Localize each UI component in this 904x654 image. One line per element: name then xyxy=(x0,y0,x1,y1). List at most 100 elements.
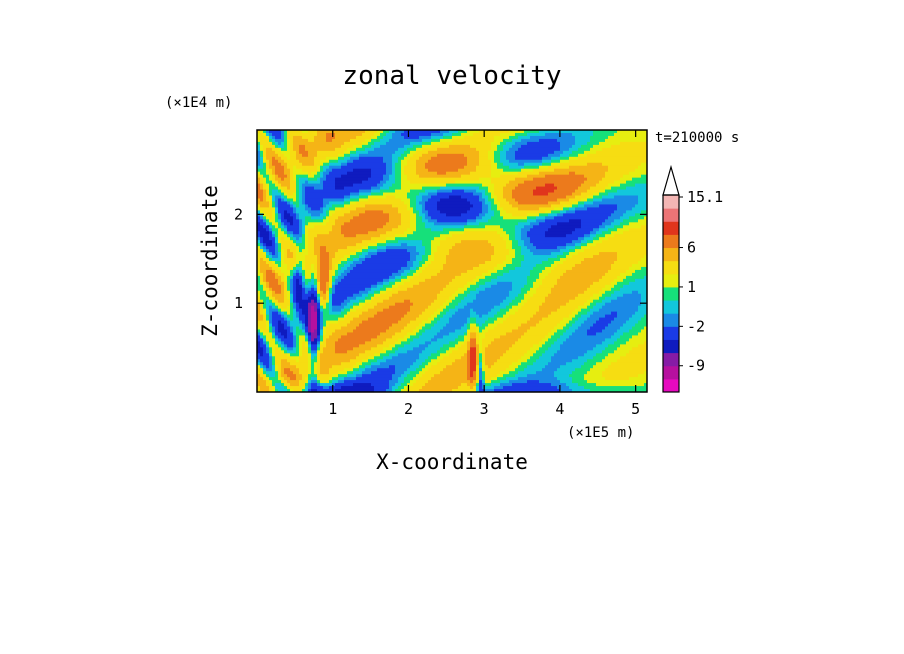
field-cell xyxy=(278,159,282,164)
field-cell xyxy=(389,132,393,137)
field-cell xyxy=(275,299,279,304)
field-cell xyxy=(368,180,372,185)
field-cell xyxy=(311,261,315,265)
field-cell xyxy=(332,210,336,214)
field-cell xyxy=(362,168,366,173)
field-cell xyxy=(287,281,291,286)
field-cell xyxy=(305,269,309,274)
field-cell xyxy=(383,195,387,200)
field-cell xyxy=(257,246,261,250)
field-cell xyxy=(326,204,330,209)
field-cell xyxy=(344,389,348,392)
field-cell xyxy=(260,198,264,203)
field-cell xyxy=(323,222,327,226)
field-cell xyxy=(275,323,279,328)
field-cell xyxy=(257,240,261,244)
field-cell xyxy=(299,284,303,289)
field-cell xyxy=(317,249,321,253)
field-cell xyxy=(311,329,315,334)
field-cell xyxy=(368,141,372,146)
field-cell xyxy=(377,305,381,310)
field-cell xyxy=(293,335,297,340)
field-cell xyxy=(305,293,309,298)
field-cell xyxy=(323,177,327,182)
field-cell xyxy=(380,278,384,283)
field-cell xyxy=(263,350,267,354)
field-cell xyxy=(281,219,285,223)
field-cell xyxy=(398,353,402,357)
field-cell xyxy=(284,130,288,134)
field-cell xyxy=(395,314,399,319)
field-cell xyxy=(368,213,372,217)
field-cell xyxy=(293,311,297,316)
field-cell xyxy=(383,368,387,372)
field-cell xyxy=(281,344,285,348)
field-cell xyxy=(290,329,294,334)
field-cell xyxy=(302,216,306,220)
field-cell xyxy=(311,165,315,170)
field-cell xyxy=(266,275,270,280)
field-cell xyxy=(287,231,291,235)
field-cell xyxy=(374,335,378,340)
field-cell xyxy=(305,153,309,158)
field-cell xyxy=(377,258,381,262)
field-cell xyxy=(350,153,354,158)
field-cell xyxy=(272,317,276,322)
field-cell xyxy=(260,323,264,328)
field-cell xyxy=(395,302,399,307)
field-cell xyxy=(365,198,369,203)
field-cell xyxy=(260,338,264,342)
field-cell xyxy=(362,350,366,354)
field-cell xyxy=(389,255,393,259)
field-cell xyxy=(263,383,267,387)
field-cell xyxy=(296,255,300,259)
field-cell xyxy=(296,141,300,146)
field-cell xyxy=(314,386,318,390)
field-cell xyxy=(350,278,354,283)
field-cell xyxy=(323,138,327,143)
field-cell xyxy=(377,299,381,304)
field-cell xyxy=(386,195,390,200)
field-cell xyxy=(260,213,264,217)
field-cell xyxy=(272,225,276,229)
field-cell xyxy=(308,225,312,229)
field-cell xyxy=(383,314,387,319)
field-cell xyxy=(332,246,336,250)
field-cell xyxy=(344,168,348,173)
field-cell xyxy=(395,365,399,369)
field-cell xyxy=(383,162,387,167)
field-cell xyxy=(386,165,390,170)
field-cell xyxy=(335,386,339,390)
field-cell xyxy=(272,180,276,185)
field-cell xyxy=(347,201,351,206)
field-cell xyxy=(398,213,402,217)
field-cell xyxy=(368,362,372,366)
field-cell xyxy=(317,135,321,140)
field-cell xyxy=(257,153,261,158)
field-cell xyxy=(287,353,291,357)
field-cell xyxy=(350,198,354,203)
field-cell xyxy=(395,287,399,292)
field-cell xyxy=(287,192,291,197)
field-cell xyxy=(308,317,312,322)
field-cell xyxy=(326,147,330,152)
field-cell xyxy=(365,338,369,342)
field-cell xyxy=(269,156,273,161)
field-cell xyxy=(329,222,333,226)
field-cell xyxy=(293,168,297,173)
field-cell xyxy=(305,141,309,146)
field-cell xyxy=(368,177,372,182)
field-cell xyxy=(389,261,393,265)
field-cell xyxy=(284,219,288,223)
field-cell xyxy=(362,305,366,310)
field-cell xyxy=(308,272,312,277)
field-cell xyxy=(335,263,339,268)
field-cell xyxy=(359,320,363,325)
field-cell xyxy=(329,156,333,161)
field-cell xyxy=(305,174,309,179)
field-cell xyxy=(368,290,372,295)
field-cell xyxy=(260,231,264,235)
field-cell xyxy=(299,219,303,223)
field-cell xyxy=(326,201,330,206)
field-cell xyxy=(260,386,264,390)
